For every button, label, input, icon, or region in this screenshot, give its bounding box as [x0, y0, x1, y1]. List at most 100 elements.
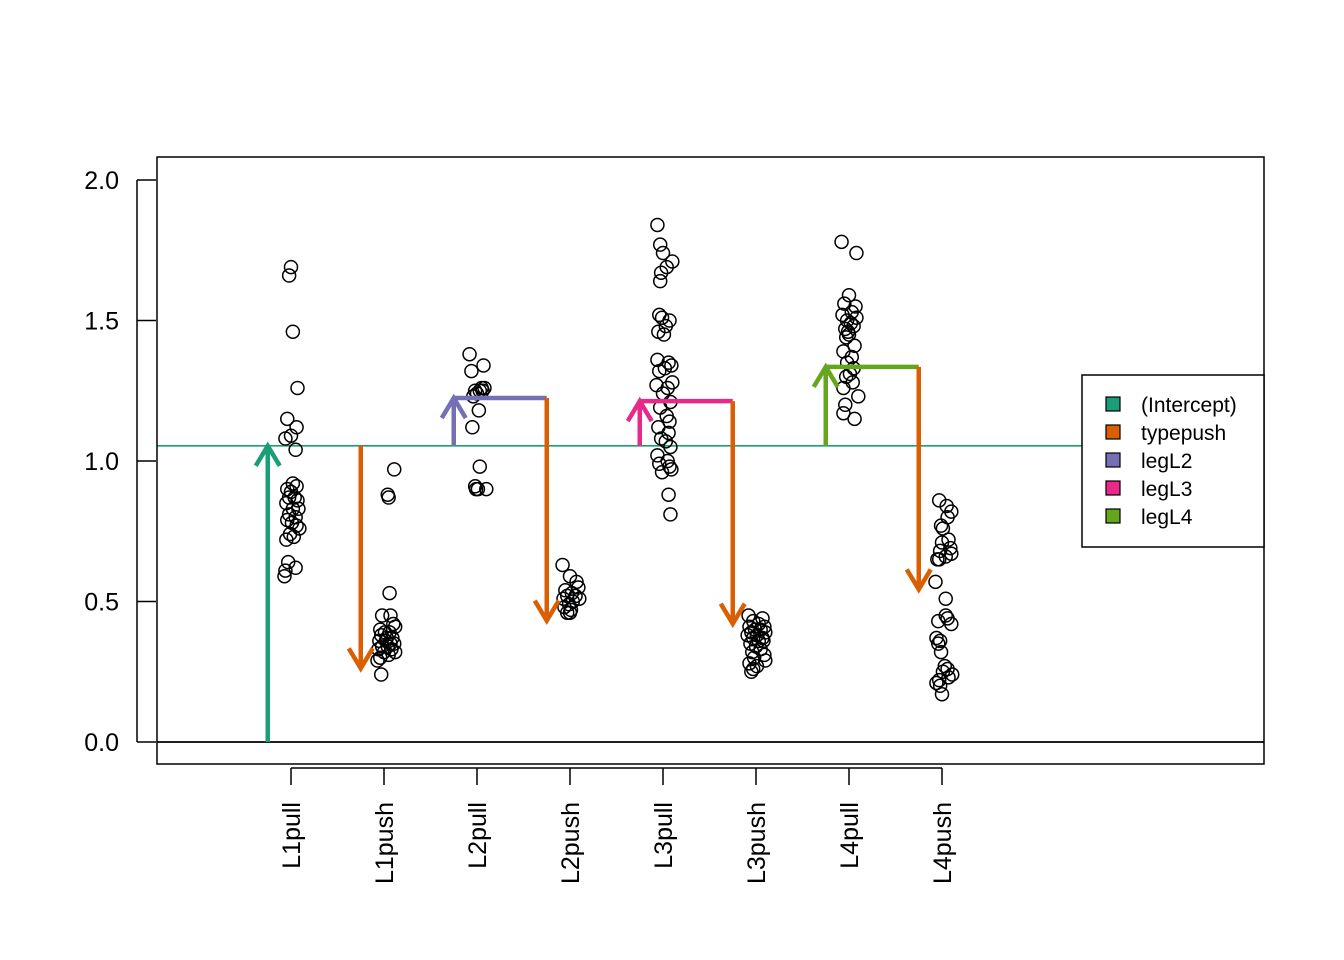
y-tick-label: 1.5	[84, 308, 119, 336]
data-point	[479, 481, 494, 497]
legend-label: typepush	[1141, 422, 1226, 445]
data-point	[652, 363, 667, 379]
data-point	[932, 543, 948, 559]
data-point	[387, 644, 403, 660]
data-point	[652, 273, 668, 289]
legend-label: legL3	[1141, 478, 1192, 501]
data-point	[846, 318, 861, 334]
data-point	[286, 529, 302, 545]
legend-swatch	[1105, 508, 1121, 524]
data-point	[555, 557, 570, 573]
data-point	[470, 481, 486, 497]
data-point	[285, 324, 301, 339]
data-point	[838, 330, 854, 345]
data-point	[465, 420, 480, 435]
x-tick-label: L2pull	[464, 802, 492, 869]
x-tick-label: L2push	[557, 802, 585, 884]
data-point	[650, 352, 665, 368]
data-point	[847, 411, 862, 427]
data-point	[290, 493, 305, 508]
arrow-head	[439, 393, 468, 420]
data-point	[280, 481, 295, 497]
x-tick-label: L3pull	[650, 802, 678, 869]
legend-items: (Intercept) typepush legL2 legL3 legL4	[1105, 394, 1237, 529]
arrow-legl2	[439, 393, 547, 446]
data-point	[462, 346, 477, 362]
data-point	[658, 318, 674, 334]
data-point	[381, 490, 396, 505]
arrow-typepush	[718, 401, 747, 629]
data-point	[285, 476, 301, 491]
data-point	[851, 389, 866, 404]
data-point	[928, 574, 943, 590]
data-point	[472, 459, 488, 474]
data-point	[931, 672, 947, 688]
data-point	[749, 658, 765, 674]
data-point	[386, 616, 401, 632]
arrow-typepush	[346, 445, 375, 673]
data-point	[929, 675, 944, 691]
arrow-head	[253, 441, 282, 467]
data-point	[280, 554, 296, 570]
data-point	[663, 439, 678, 455]
data-point	[464, 363, 479, 379]
data-point	[931, 493, 947, 508]
y-tick-label: 0.0	[84, 729, 119, 757]
data-point	[834, 234, 849, 250]
data-point	[932, 633, 948, 649]
data-point	[944, 667, 960, 682]
data-point	[556, 591, 571, 606]
data-point	[374, 608, 390, 623]
data-point	[471, 403, 487, 418]
data-point	[931, 636, 946, 651]
data-points	[277, 217, 960, 702]
data-point	[941, 670, 956, 685]
arrow-intercept	[253, 441, 282, 742]
legend-swatch	[1105, 452, 1121, 468]
data-point	[655, 386, 671, 401]
data-point	[841, 327, 857, 342]
arrow-head	[625, 396, 654, 423]
coefficient-arrows	[253, 362, 933, 742]
data-point	[838, 397, 853, 413]
data-point	[277, 568, 292, 584]
data-point	[665, 375, 680, 390]
legend-swatch	[1105, 480, 1121, 496]
x-tick-label: L4push	[929, 802, 957, 884]
y-tick-label: 0.5	[84, 589, 119, 617]
legend-swatch	[1105, 424, 1121, 440]
data-point	[661, 425, 676, 441]
data-point	[938, 549, 953, 564]
data-point	[931, 552, 947, 567]
data-point	[843, 316, 859, 331]
data-point	[281, 507, 297, 522]
y-tick-label: 2.0	[84, 167, 119, 195]
data-point	[744, 664, 759, 679]
data-point	[757, 647, 772, 663]
data-point	[288, 560, 303, 576]
data-point	[381, 647, 396, 663]
x-tick-label: L1pull	[278, 802, 306, 869]
data-point	[745, 661, 761, 677]
data-point	[661, 487, 676, 502]
data-point	[290, 380, 305, 396]
data-point	[836, 380, 851, 396]
x-tick-label: L4pull	[836, 802, 864, 869]
data-point	[659, 259, 674, 275]
data-point	[663, 507, 678, 522]
data-point	[476, 358, 491, 373]
data-point	[373, 667, 389, 682]
arrow-head	[718, 602, 747, 629]
data-point	[283, 259, 299, 275]
data-point	[935, 521, 951, 536]
legend-label: legL4	[1141, 506, 1193, 529]
data-point	[660, 453, 675, 469]
data-point	[281, 268, 297, 283]
data-point	[943, 540, 958, 556]
data-point	[386, 462, 402, 477]
arrow-head	[532, 599, 561, 625]
x-tick-label: L3push	[743, 802, 771, 884]
data-point	[653, 265, 669, 280]
legend-swatch	[1105, 396, 1121, 412]
